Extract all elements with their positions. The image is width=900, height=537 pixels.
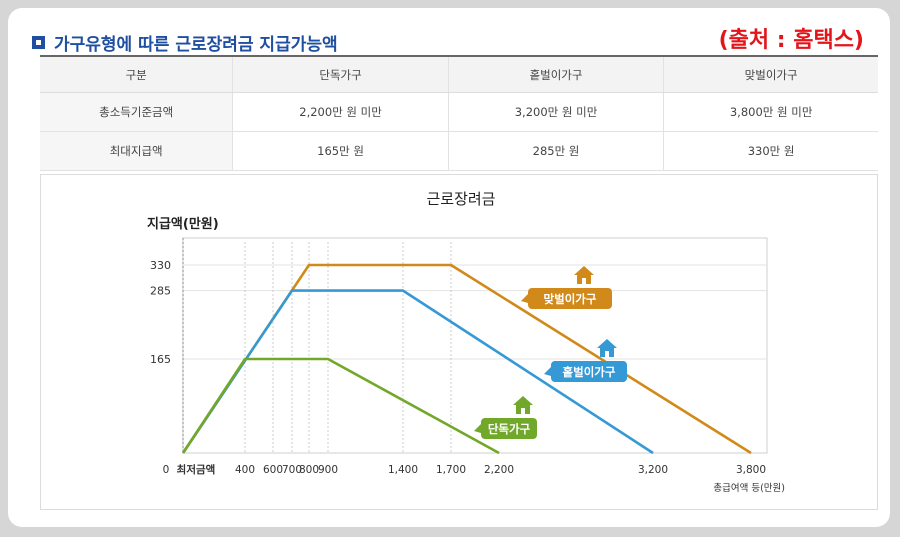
y-tick-label: 330 — [150, 259, 171, 272]
x-tick-label: 1,400 — [388, 464, 418, 476]
source-label: (출처 : 홈택스) — [718, 28, 864, 53]
table-cell: 3,800만 원 미만 — [663, 92, 878, 132]
y-tick-label: 285 — [150, 285, 171, 298]
table-cell: 330만 원 — [663, 131, 878, 171]
header-single-earner: 홑벌이가구 — [447, 55, 664, 93]
series-label-box — [481, 418, 537, 439]
row-label: 총소득기준금액 — [40, 92, 233, 132]
house-icon — [513, 396, 533, 405]
series-line — [181, 357, 500, 455]
series-label-pointer — [474, 424, 481, 433]
x-tick-label: 2,200 — [484, 464, 514, 476]
series-label-pointer — [521, 294, 528, 303]
table-row: 최대지급액 165만 원 285만 원 330만 원 — [40, 131, 878, 171]
x-tick-label: 1,700 — [436, 464, 466, 476]
x-tick-label: 최저금액 — [177, 463, 216, 476]
table-cell: 3,200만 원 미만 — [447, 92, 664, 132]
series-label: 단독가구 — [488, 422, 531, 436]
series-label-box — [551, 361, 627, 382]
y-tick-label: 165 — [150, 353, 171, 366]
x-tick-label: 3,800 — [736, 464, 766, 476]
table-cell: 285만 원 — [447, 131, 664, 171]
series-label: 맞벌이가구 — [544, 292, 597, 306]
x-tick-label: 800 — [299, 464, 319, 476]
house-icon — [521, 408, 525, 414]
house-icon — [605, 351, 609, 357]
plot-frame — [182, 237, 768, 454]
page-title: 가구유형에 따른 근로장려금 지급가능액 — [54, 35, 338, 55]
table-cell: 165만 원 — [232, 131, 449, 171]
x-tick-label: 600 — [263, 464, 283, 476]
series-label-pointer — [544, 367, 551, 376]
header-dual-earner: 맞벌이가구 — [663, 55, 878, 93]
x-tick-label: 700 — [282, 464, 302, 476]
x-tick-label: 0 — [163, 464, 170, 476]
header-category: 구분 — [40, 55, 233, 93]
house-icon — [597, 339, 617, 348]
table-cell: 2,200만 원 미만 — [232, 92, 449, 132]
series-label: 홑벌이가구 — [563, 365, 616, 379]
row-label: 최대지급액 — [40, 131, 233, 171]
house-icon — [574, 266, 594, 275]
table-header-row: 구분 단독가구 홑벌이가구 맞벌이가구 — [40, 55, 878, 93]
section-header: 가구유형에 따른 근로장려금 지급가능액 — [32, 30, 338, 55]
table-row: 총소득기준금액 2,200만 원 미만 3,200만 원 미만 3,800만 원… — [40, 92, 878, 132]
series-label-box — [528, 288, 612, 309]
x-tick-label: 3,200 — [638, 464, 668, 476]
x-tick-label: 400 — [235, 464, 255, 476]
section-bullet-icon — [32, 36, 45, 49]
x-axis-label: 총급여액 등(만원) — [713, 482, 785, 494]
x-tick-label: 900 — [318, 464, 338, 476]
chart-title: 근로장려금 — [426, 190, 495, 208]
header-single: 단독가구 — [232, 55, 449, 93]
criteria-table: 구분 단독가구 홑벌이가구 맞벌이가구 총소득기준금액 2,200만 원 미만 … — [40, 55, 878, 171]
y-axis-label: 지급액(만원) — [147, 216, 219, 232]
house-icon — [582, 278, 586, 284]
